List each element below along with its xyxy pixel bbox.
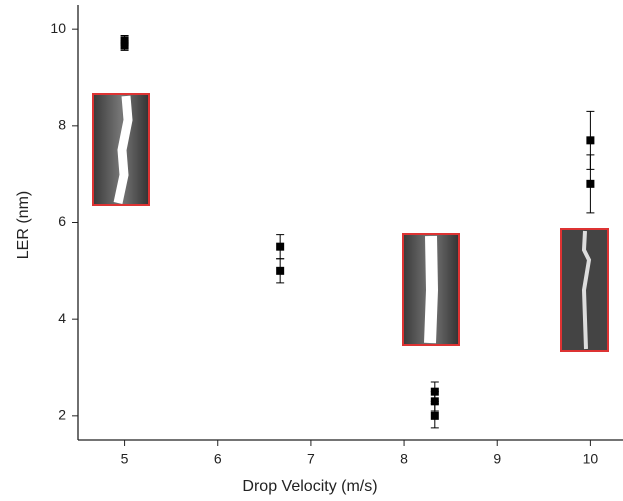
x-axis-label: Drop Velocity (m/s) [242,478,377,495]
x-tick-label: 8 [400,451,408,467]
x-tick-label: 10 [583,451,599,467]
x-tick-label: 6 [214,451,222,467]
x-tick-label: 5 [121,451,129,467]
y-tick-label: 8 [58,117,66,133]
point [276,266,285,275]
point [430,411,439,420]
y-tick-label: 10 [50,20,66,36]
y-tick-label: 2 [58,407,66,423]
y-tick-label: 4 [58,310,66,326]
point [586,136,595,145]
y-axis-label: LER (nm) [15,191,32,259]
inset-image [560,228,609,352]
inset-image [402,233,460,346]
point [276,242,285,251]
point [430,397,439,406]
point [586,179,595,188]
inset-image [92,93,150,206]
point [120,41,129,50]
y-tick-label: 6 [58,213,66,229]
x-tick-label: 9 [493,451,501,467]
x-tick-label: 7 [307,451,315,467]
